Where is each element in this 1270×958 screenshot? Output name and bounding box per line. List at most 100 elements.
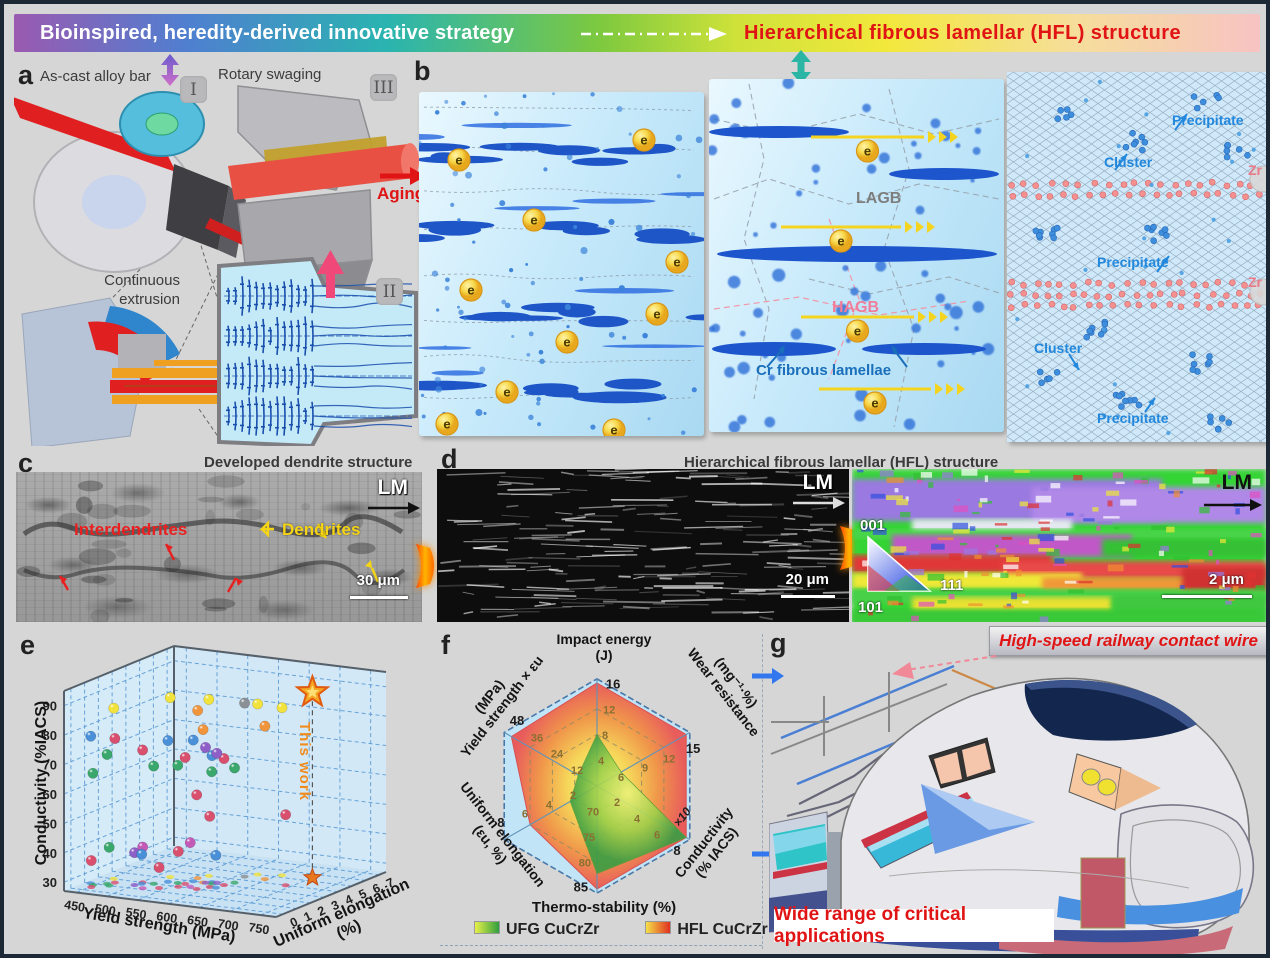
lm-arrow-c-icon [368,502,420,514]
data-point [162,735,174,747]
data-point [153,862,165,873]
data-point-shadow [230,880,239,885]
electron-icon: e [447,148,471,172]
aging-label: Aging [377,184,426,203]
svg-text:30: 30 [43,875,57,890]
data-point [179,752,191,763]
banner-left-text: Bioinspired, heredity-derived innovative… [40,21,515,44]
data-point [87,767,99,779]
data-point-shadow [219,883,228,888]
rotary-swaging-label: Rotary swaging [218,66,322,83]
svg-text:12: 12 [663,753,675,765]
data-point-shadow [166,874,175,879]
svg-text:6: 6 [522,809,528,821]
data-point [203,693,215,705]
svg-text:16: 16 [606,676,620,691]
svg-text:80: 80 [43,728,57,743]
data-point [109,733,121,744]
scale-text-c: 30 μm [356,572,400,589]
as-cast-label: As-cast alloy bar [40,68,151,85]
lm-label-c: LM [377,476,408,499]
data-point [252,698,264,710]
double-arrow-purple-icon [161,54,179,86]
cluster-label-1: Cluster [1104,154,1153,170]
legend-swatch-ufg [474,921,500,934]
panel-b-atomic-schematic [1006,72,1266,442]
svg-text:12: 12 [571,765,583,777]
data-point [191,789,203,801]
data-point [280,809,292,821]
data-point-shadow [155,886,164,891]
legend-label-hfl: HFL CuCrZr [677,921,768,938]
svg-text:12: 12 [603,705,615,717]
data-point-shadow [138,886,147,891]
panel-c-micrograph: LM Interdendrites Dendrites 30 μm [16,472,422,622]
svg-text:e: e [530,213,537,228]
data-point [85,730,97,742]
transition-arrow-cd-icon [416,544,434,588]
panel-b-lamellae-schematic: e e e e [707,77,1004,433]
svg-text:450: 450 [63,898,86,915]
data-point-shadow [204,873,213,878]
svg-text:4: 4 [634,813,641,825]
lm-label-d1: LM [802,471,833,494]
electron-icon: e [459,278,483,302]
panel-b-aged-schematic: e e e e e e e e e e [382,92,734,442]
panel-a-art [14,85,419,446]
svg-text:9: 9 [642,763,648,775]
data-point-shadow [260,877,269,882]
stage-badge-1: I [180,76,207,103]
lagb-label: LAGB [856,190,902,207]
radar-axis-thermo: Thermo-stability (%) [531,899,677,916]
data-point-shadow [186,884,195,889]
ipf-001-label: 001 [860,517,886,534]
data-point [276,702,288,714]
scale-bar-d2 [1162,595,1252,598]
lm-arrow-d2-icon [1204,499,1262,511]
data-point [211,747,223,759]
cluster-label-2: Cluster [1034,340,1083,356]
radar-legend: UFG CuCrZr HFL CuCrZr [474,921,768,939]
data-point [184,837,196,849]
svg-text:48: 48 [510,713,524,728]
electron-icon: e [495,380,519,404]
radar-axis-impact-unit: (J) [595,646,613,663]
electron-icon: e [602,418,626,442]
svg-text:600: 600 [155,909,178,926]
data-point [101,748,113,760]
radar-axis-impact-name: Impact energy [556,631,652,647]
svg-text:15: 15 [686,741,700,756]
panel-d-label: d [441,444,458,474]
stage-badge-3: III [370,74,397,101]
data-point-shadow [87,885,96,890]
svg-text:e: e [610,423,617,437]
panel-c-label: c [18,448,34,478]
data-point-shadow [163,879,172,884]
scale-bar-d1 [781,595,835,598]
data-point-shadow [181,881,190,886]
up-arrow-pink-icon [317,250,344,298]
svg-text:e: e [563,335,570,350]
data-point-shadow [201,880,210,885]
svg-text:700: 700 [217,917,240,934]
svg-text:e: e [864,144,871,159]
svg-text:e: e [640,133,647,148]
stage-badge-2: II [376,278,403,305]
data-point-shadow [192,886,201,891]
data-point-shadow [212,880,221,885]
data-point-shadow [173,881,182,886]
this-work-floor-star [302,867,323,887]
data-point-shadow [130,883,139,888]
svg-text:8: 8 [673,843,680,858]
data-point-shadow [137,881,146,886]
contact-wire-callout: High-speed railway contact wire [989,626,1266,656]
panel-fg-divider [762,634,763,949]
series-ufg-polygon [569,733,687,875]
svg-text:2: 2 [614,797,620,809]
panel-g-label: g [770,628,787,658]
svg-text:8: 8 [497,815,504,830]
ipf-101-label: 101 [858,599,884,616]
svg-text:4: 4 [598,756,605,768]
